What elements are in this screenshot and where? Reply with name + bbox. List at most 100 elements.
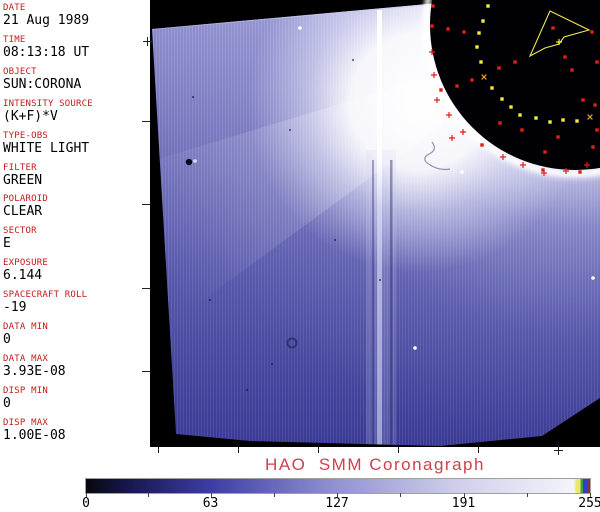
dark-speck (245, 388, 249, 392)
metadata-field-exposure: EXPOSURE 6.144 (3, 258, 48, 283)
colorbar-tick-label: 0 (82, 496, 90, 511)
metadata-value: (K+F)*V (3, 108, 58, 124)
metadata-label: DISP MAX (3, 417, 48, 428)
metadata-field-object: OBJECT SUN:CORONA (3, 67, 81, 92)
colorbar-minor-tick (273, 493, 275, 497)
frame-top-edge (152, 2, 451, 30)
dark-speck (270, 362, 274, 366)
metadata-value: 21 Aug 1989 (3, 13, 90, 28)
colorbar-gradient (85, 478, 591, 494)
red-square-marker (541, 168, 545, 172)
white-star-dot (413, 346, 417, 350)
colorbar-minor-tick (526, 493, 528, 497)
red-square-marker (431, 4, 435, 8)
metadata-field-sector: SECTOR E (3, 226, 37, 251)
orange-x-marker (481, 74, 487, 80)
colorbar-major-tick (590, 493, 591, 498)
bottom-axis-tick (238, 447, 239, 453)
metadata-field-data-max: DATA MAX 3.93E-08 (3, 354, 66, 379)
metadata-label: DATA MIN (3, 322, 48, 332)
pylon-streak (377, 10, 382, 446)
metadata-value: 6.144 (3, 268, 43, 284)
pylon-groove-left (372, 160, 374, 446)
red-plus-marker (563, 168, 569, 174)
metadata-field-disp-max: DISP MAX 1.00E-08 (3, 418, 66, 443)
colorbar-minor-tick (400, 493, 402, 497)
left-axis-tick (142, 121, 150, 122)
red-plus-marker (500, 154, 506, 160)
metadata-label: POLAROID (3, 194, 48, 205)
colorbar-minor-tick (148, 493, 150, 497)
fiber-defect (424, 141, 451, 171)
colorbar-major-tick (463, 493, 465, 498)
metadata-field-filter: FILTER GREEN (3, 163, 42, 188)
dark-speck (333, 238, 337, 242)
metadata-field-intensity-source: INTENSITY SOURCE (K+F)*V (3, 99, 93, 124)
red-plus-marker (434, 97, 440, 103)
metadata-label: INTENSITY SOURCE (3, 98, 93, 109)
red-square-marker (590, 30, 594, 34)
red-square-marker (556, 135, 560, 139)
red-square-marker (513, 60, 517, 64)
yellow-square-marker (475, 45, 479, 49)
red-square-marker (470, 78, 474, 82)
metadata-label: EXPOSURE (3, 258, 48, 269)
metadata-value: 1.00E-08 (3, 427, 66, 443)
left-axis-tick (142, 288, 150, 289)
metadata-field-date: DATE 21 Aug 1989 (3, 3, 89, 28)
image-caption: HAO SMM Coronagraph (265, 455, 485, 474)
red-plus-marker (429, 49, 435, 55)
red-square-marker (480, 143, 484, 147)
camera-flag-polygon (528, 10, 591, 58)
metadata-field-polaroid: POLAROID CLEAR (3, 194, 48, 219)
dark-speck (288, 128, 292, 132)
ring-defect (286, 337, 298, 349)
red-plus-marker (520, 162, 526, 168)
red-square-marker (581, 98, 585, 102)
dark-speck (378, 278, 382, 282)
metadata-field-time: TIME 08:13:18 UT (3, 35, 89, 60)
red-plus-marker (541, 170, 547, 176)
red-square-marker (563, 55, 567, 59)
red-plus-marker (446, 112, 452, 118)
bottom-axis-tick (318, 447, 319, 453)
metadata-value: GREEN (3, 172, 43, 188)
metadata-field-type-obs: TYPE-OBS WHITE LIGHT (3, 131, 89, 156)
red-square-marker (439, 88, 443, 92)
occulter-rim-glow (423, 0, 600, 177)
metadata-label: OBJECT (3, 66, 37, 77)
colorbar-tick-label: 63 (202, 496, 219, 511)
metadata-field-disp-min: DISP MIN 0 (3, 386, 48, 411)
yellow-square-marker (481, 19, 485, 23)
red-square-marker (455, 84, 459, 88)
metadata-value: CLEAR (3, 204, 43, 220)
metadata-value: 3.93E-08 (3, 363, 66, 379)
red-square-marker (543, 150, 547, 154)
metadata-label: SPACECRAFT ROLL (3, 290, 88, 301)
red-square-marker (462, 30, 466, 34)
dark-speck (208, 298, 212, 302)
metadata-value: E (3, 236, 11, 252)
metadata-value: 08:13:18 UT (3, 44, 90, 60)
orange-x-marker (587, 114, 593, 120)
red-square-marker (593, 103, 597, 107)
yellow-square-marker (534, 116, 538, 120)
image-defects (191, 58, 382, 392)
red-plus-marker (584, 162, 590, 168)
metadata-field-spacecraft-roll: SPACECRAFT ROLL -19 (3, 290, 87, 315)
bottom-axis-tick (398, 447, 399, 453)
white-star-dot (460, 170, 464, 174)
metadata-sidebar: DATE 21 Aug 1989 TIME 08:13:18 UT OBJECT SUN:… (0, 0, 148, 455)
red-plus-marker (431, 72, 437, 78)
colorbar-major-tick (86, 493, 87, 498)
red-square-marker (578, 170, 582, 174)
bottom-axis-tick (478, 447, 479, 453)
colorbar-major-tick (337, 493, 338, 498)
yellow-square-marker (479, 60, 483, 64)
yellow-square-marker (575, 119, 579, 123)
red-square-marker (595, 128, 599, 132)
metadata-label: SECTOR (3, 226, 37, 237)
dust-spot-highlight (193, 159, 197, 163)
red-square-marker (498, 121, 502, 125)
bottom-axis-plus-mark (558, 446, 559, 455)
